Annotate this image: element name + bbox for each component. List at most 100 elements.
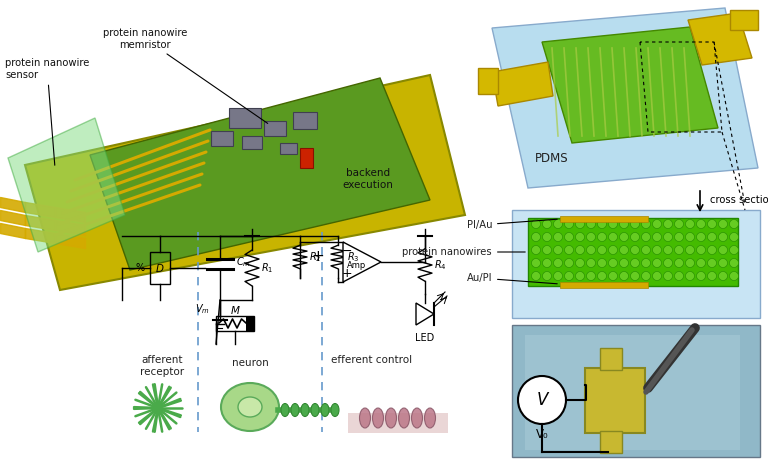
Circle shape (554, 246, 562, 254)
Circle shape (575, 272, 584, 280)
Circle shape (531, 219, 541, 229)
Bar (150, 252, 170, 284)
Polygon shape (8, 118, 125, 252)
Polygon shape (25, 75, 465, 290)
Circle shape (697, 246, 706, 254)
Text: neuron: neuron (232, 358, 268, 368)
Polygon shape (343, 242, 381, 282)
FancyBboxPatch shape (293, 112, 317, 129)
Circle shape (620, 246, 628, 254)
Text: $C_m$: $C_m$ (236, 255, 251, 269)
Text: +: + (312, 248, 324, 264)
Polygon shape (492, 8, 758, 188)
Text: $M$: $M$ (230, 304, 240, 316)
Bar (525, 335, 740, 450)
Circle shape (697, 232, 706, 242)
Circle shape (686, 246, 694, 254)
Circle shape (631, 272, 640, 280)
Circle shape (707, 246, 717, 254)
Ellipse shape (359, 408, 370, 428)
Circle shape (707, 232, 717, 242)
Bar (478, 68, 498, 94)
Bar (560, 282, 648, 288)
FancyBboxPatch shape (242, 136, 262, 149)
Circle shape (564, 259, 574, 267)
Ellipse shape (291, 403, 299, 416)
Polygon shape (688, 13, 752, 65)
Circle shape (564, 246, 574, 254)
Circle shape (674, 246, 684, 254)
Ellipse shape (281, 403, 289, 416)
Circle shape (697, 272, 706, 280)
Circle shape (531, 272, 541, 280)
Bar (512, 210, 760, 318)
Text: $V_m$: $V_m$ (194, 302, 210, 316)
Circle shape (587, 272, 595, 280)
Bar (348, 413, 448, 433)
Bar (560, 216, 648, 222)
Text: protein nanowires: protein nanowires (402, 247, 525, 257)
Circle shape (641, 232, 650, 242)
Ellipse shape (221, 383, 279, 431)
Circle shape (641, 246, 650, 254)
Circle shape (620, 232, 628, 242)
Text: cross section: cross section (710, 195, 768, 205)
Text: backend
execution: backend execution (343, 168, 393, 189)
FancyBboxPatch shape (280, 143, 297, 154)
FancyBboxPatch shape (211, 131, 233, 146)
Circle shape (531, 246, 541, 254)
Circle shape (631, 259, 640, 267)
Circle shape (641, 259, 650, 267)
Circle shape (631, 246, 640, 254)
Circle shape (674, 232, 684, 242)
Circle shape (542, 272, 551, 280)
Circle shape (598, 272, 607, 280)
Circle shape (653, 246, 661, 254)
Text: $D$: $D$ (155, 262, 165, 274)
Circle shape (664, 272, 673, 280)
Ellipse shape (372, 408, 383, 428)
Text: +: + (342, 266, 353, 279)
Circle shape (598, 246, 607, 254)
Circle shape (542, 259, 551, 267)
Circle shape (598, 219, 607, 229)
Text: V₀: V₀ (536, 428, 548, 441)
Circle shape (707, 259, 717, 267)
Circle shape (542, 219, 551, 229)
Circle shape (653, 259, 661, 267)
Text: LED: LED (415, 333, 435, 343)
Circle shape (674, 219, 684, 229)
Circle shape (641, 219, 650, 229)
Text: PI/Au: PI/Au (466, 219, 558, 230)
Circle shape (620, 219, 628, 229)
Circle shape (719, 246, 727, 254)
Circle shape (575, 232, 584, 242)
Circle shape (686, 219, 694, 229)
Circle shape (707, 272, 717, 280)
Bar (585, 368, 645, 433)
Circle shape (641, 272, 650, 280)
Circle shape (554, 272, 562, 280)
Circle shape (664, 232, 673, 242)
Circle shape (631, 232, 640, 242)
Circle shape (686, 259, 694, 267)
Bar (300, 148, 313, 168)
Circle shape (730, 246, 739, 254)
Text: PDMS: PDMS (535, 152, 569, 165)
FancyBboxPatch shape (229, 108, 261, 128)
Circle shape (697, 259, 706, 267)
Circle shape (631, 219, 640, 229)
Circle shape (730, 232, 739, 242)
Circle shape (608, 232, 617, 242)
Circle shape (674, 272, 684, 280)
Circle shape (598, 232, 607, 242)
Circle shape (697, 219, 706, 229)
Circle shape (719, 272, 727, 280)
Text: $R_1$: $R_1$ (261, 261, 273, 275)
Circle shape (554, 219, 562, 229)
Circle shape (719, 232, 727, 242)
Circle shape (554, 232, 562, 242)
Polygon shape (416, 303, 434, 325)
Bar (730, 10, 758, 30)
Circle shape (531, 232, 541, 242)
